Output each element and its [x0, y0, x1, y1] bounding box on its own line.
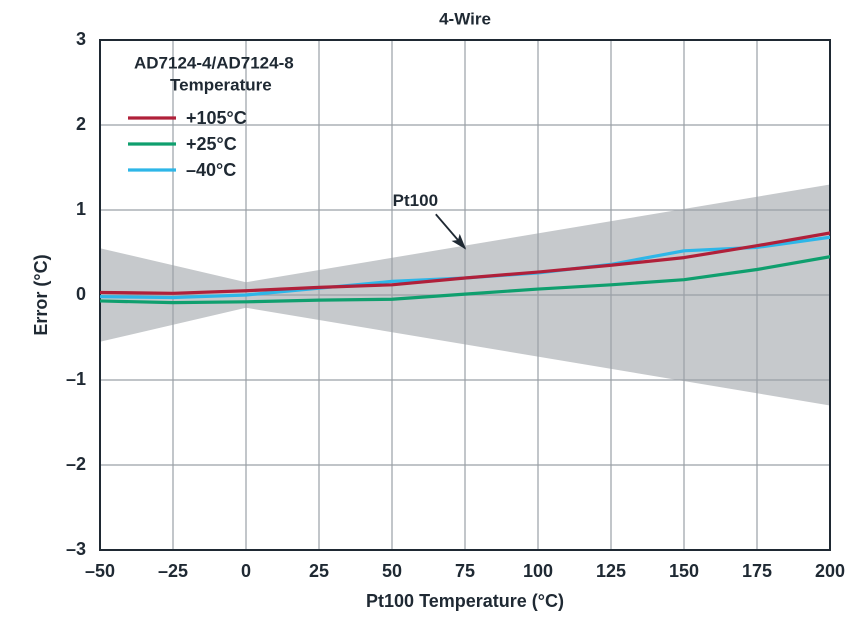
x-tick-label: 100: [523, 561, 553, 581]
y-tick-label: 1: [76, 199, 86, 219]
x-tick-label: 25: [309, 561, 329, 581]
pt100-annotation: Pt100: [393, 191, 438, 210]
x-tick-label: –50: [85, 561, 115, 581]
x-tick-label: 75: [455, 561, 475, 581]
legend-title-1: AD7124-4/AD7124-8: [134, 53, 294, 72]
x-tick-label: 125: [596, 561, 626, 581]
y-tick-label: –2: [66, 454, 86, 474]
y-tick-label: 2: [76, 114, 86, 134]
legend-title-2: Temperature: [170, 75, 272, 94]
y-tick-label: 0: [76, 284, 86, 304]
x-tick-label: 150: [669, 561, 699, 581]
y-tick-label: 3: [76, 29, 86, 49]
x-tick-label: 175: [742, 561, 772, 581]
y-tick-label: –1: [66, 369, 86, 389]
legend-label: +105°C: [186, 108, 247, 128]
x-tick-label: 50: [382, 561, 402, 581]
x-tick-label: –25: [158, 561, 188, 581]
chart-container: –50 –25 0 25 50 75 100 125 150 175 200 –3 –2 –1 0 1 2 3 Pt…: [0, 0, 866, 638]
legend-label: –40°C: [186, 160, 236, 180]
x-tick-label: 0: [241, 561, 251, 581]
x-tick-label: 200: [815, 561, 845, 581]
y-axis-title: Error (°C): [31, 254, 51, 335]
y-tick-label: –3: [66, 539, 86, 559]
error-chart: –50 –25 0 25 50 75 100 125 150 175 200 –3 –2 –1 0 1 2 3 Pt…: [0, 0, 866, 638]
x-axis-title: Pt100 Temperature (°C): [366, 591, 564, 611]
legend-label: +25°C: [186, 134, 237, 154]
chart-title: 4-Wire: [439, 9, 491, 28]
